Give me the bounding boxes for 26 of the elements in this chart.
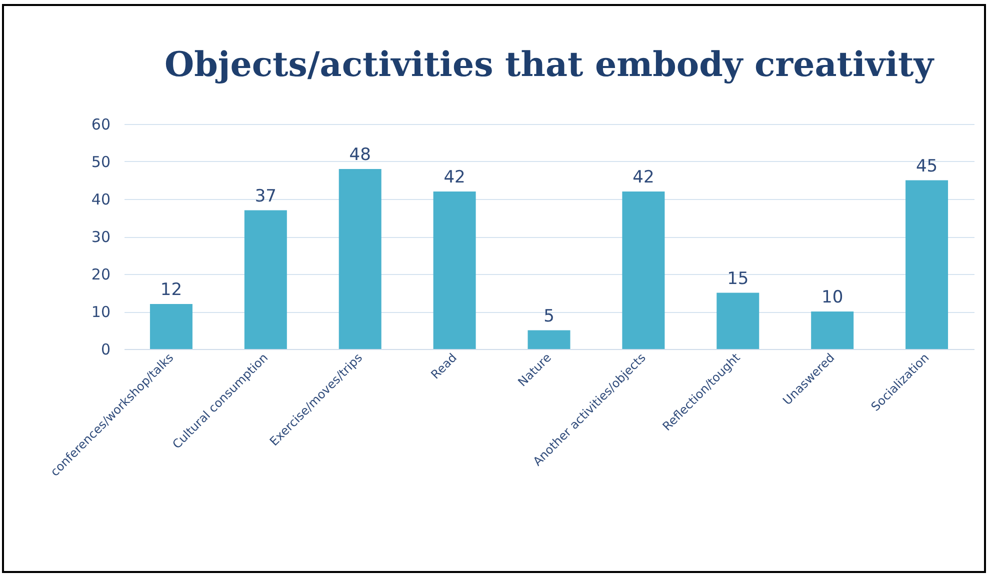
y-tick-label: 40 [91,190,110,208]
y-tick-label: 30 [91,228,110,246]
data-label: 37 [254,186,276,206]
bar [338,169,382,349]
bar [433,192,476,349]
data-label: 12 [160,280,182,300]
data-label: 48 [349,145,371,165]
bar [622,192,665,349]
bar [906,180,948,349]
data-label: 10 [822,288,844,308]
y-tick-label: 20 [91,266,110,284]
bar [528,330,570,349]
y-tick-label: 60 [91,116,110,134]
data-label: 42 [632,168,654,188]
bar [150,304,192,349]
data-label: 42 [444,168,466,188]
data-label: 5 [544,306,554,326]
y-tick-label: 0 [100,340,110,358]
chart-title: Objects/activities that embody creativity [164,45,935,85]
bar [811,312,854,349]
y-tick-label: 10 [91,303,110,321]
y-tick-label: 50 [91,153,110,171]
data-label: 45 [916,156,938,176]
bar [716,292,760,349]
bar [244,210,287,349]
data-label: 15 [727,268,749,289]
